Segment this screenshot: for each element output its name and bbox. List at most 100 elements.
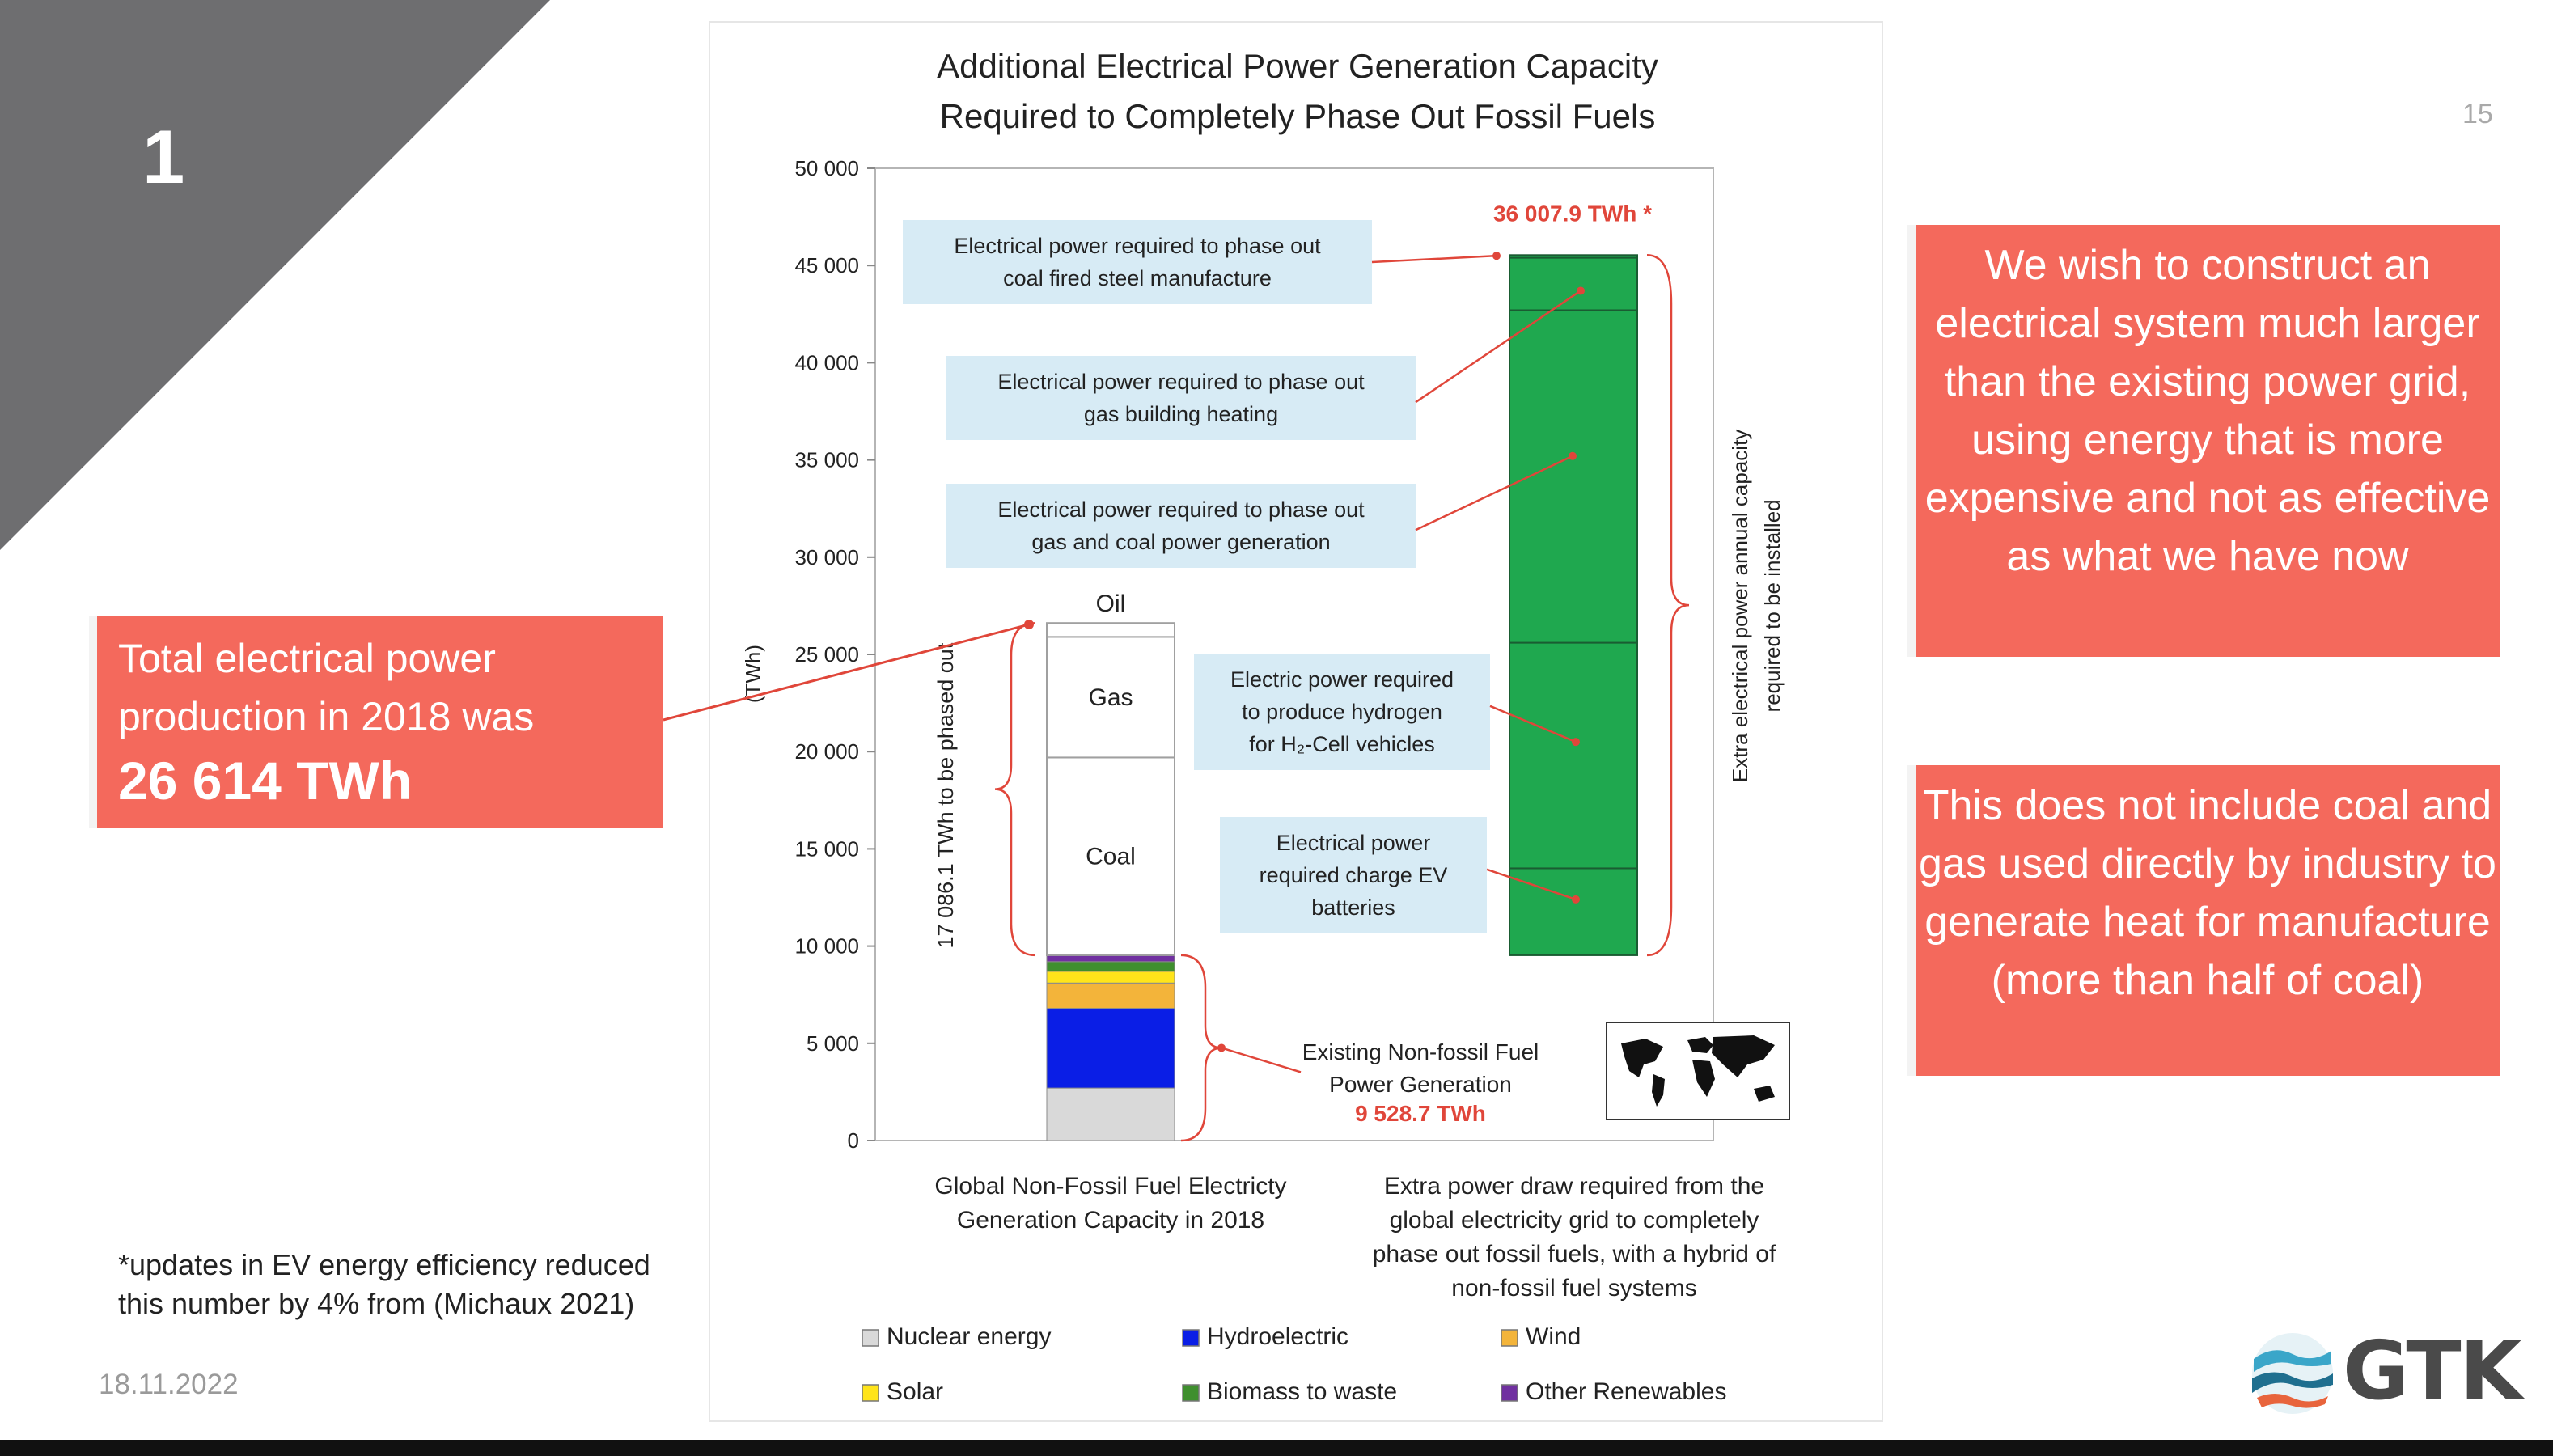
annotation-box-1 (903, 220, 1372, 304)
annotation-box-2 (946, 356, 1416, 440)
slide-date: 18.11.2022 (99, 1369, 239, 1400)
footnote: *updates in EV energy efficiency reduced… (118, 1248, 650, 1320)
brace-extra-label-2: required to be installed (1760, 499, 1785, 712)
existing-label-line1: Existing Non-fossil Fuel (1302, 1039, 1539, 1064)
existing-value: 9 528.7 TWh (1355, 1101, 1486, 1126)
category-label-extra-line: non-fossil fuel systems (1451, 1275, 1696, 1302)
legend-swatch-wind (1501, 1329, 1518, 1347)
brace-extra-label-1: Extra electrical power annual capacity (1728, 430, 1752, 782)
world-map-land-1 (1621, 1039, 1663, 1077)
annotation-box-4-line: Electric power required (1230, 667, 1454, 692)
callout-total-production: Total electrical power production in 201… (97, 616, 663, 828)
annotation-box-4 (1194, 654, 1490, 770)
y-tick-label: 15 000 (794, 836, 859, 861)
legend-label-wind: Wind (1526, 1323, 1581, 1350)
bar-2018-wind (1046, 982, 1175, 1009)
annotation-box-4-line: for H₂-Cell vehicles (1249, 732, 1435, 756)
annotation-box-4-line: to produce hydrogen (1242, 700, 1442, 724)
bar-extra-segment-5 (1509, 254, 1638, 259)
bar-extra-segment-4 (1509, 256, 1638, 311)
bar-2018-coal (1046, 756, 1175, 956)
y-tick-label: 30 000 (794, 545, 859, 569)
bar-2018-oil (1046, 622, 1175, 638)
brace-fossil-label: 17 086.1 TWh to be phased out (934, 642, 958, 948)
annotation-box-3-line: Electrical power required to phase out (997, 497, 1365, 522)
annotation-connector-5 (1486, 868, 1577, 901)
bar-2018-label-coal: Coal (1086, 844, 1136, 870)
chart: Additional Electrical Power Generation C… (741, 47, 1790, 1405)
logo-text: GTK (2343, 1323, 2522, 1418)
category-label-extra-line: Extra power draw required from the (1384, 1173, 1764, 1200)
annotation-box-1-line: coal fired steel manufacture (1003, 266, 1272, 290)
gtk-logo-icon (2252, 1333, 2333, 1414)
callout-construct-system: We wish to construct an electrical syste… (1916, 225, 2500, 657)
legend-swatch-hydroelectric (1182, 1329, 1200, 1347)
y-tick-label: 35 000 (794, 448, 859, 472)
y-tick-label: 20 000 (794, 739, 859, 764)
brace-existing (1180, 954, 1222, 1142)
page-number: 15 (2462, 99, 2493, 129)
bar-2018-gas (1046, 636, 1175, 759)
brace-fossil (994, 621, 1036, 957)
legend-swatch-other-renewables (1501, 1384, 1518, 1402)
world-map-land-3 (1687, 1037, 1713, 1053)
legend-swatch-solar (862, 1384, 879, 1402)
bottom-bar (0, 1440, 2553, 1456)
total-extra-label: 36 007.9 TWh * (1493, 201, 1652, 226)
annotation-box-5 (1220, 817, 1487, 933)
bar-2018-nuclear-energy (1046, 1087, 1175, 1141)
y-tick-label: 10 000 (794, 934, 859, 959)
y-tick-label: 45 000 (794, 253, 859, 277)
annotation-box-2-line: Electrical power required to phase out (997, 370, 1365, 394)
annotation-connector-2 (1415, 290, 1581, 404)
world-map-land-4 (1692, 1060, 1715, 1097)
callout-total-line2: production in 2018 was (118, 694, 535, 739)
existing-label-line2: Power Generation (1329, 1072, 1512, 1097)
world-map-land-5 (1712, 1035, 1775, 1077)
y-tick-label: 0 (848, 1128, 859, 1153)
bar-2018-label-oil: Oil (1096, 590, 1126, 617)
y-tick-label: 40 000 (794, 350, 859, 375)
chart-title-line2: Required to Completely Phase Out Fossil … (940, 97, 1656, 135)
annotation-dot-2 (1577, 286, 1585, 295)
y-tick-label: 5 000 (807, 1031, 859, 1056)
brace-extra (1646, 254, 1690, 957)
bar-2018-other-renewables (1046, 954, 1175, 963)
y-axis-label: (TWh) (741, 645, 765, 703)
annotation-connector-3 (1415, 455, 1573, 531)
legend-label-solar: Solar (887, 1378, 943, 1405)
legend-swatch-biomass-to-waste (1182, 1384, 1200, 1402)
bar-2018-label-gas: Gas (1088, 684, 1133, 711)
annotation-connector-4 (1489, 705, 1577, 743)
annotation-box-5-line: required charge EV (1260, 863, 1448, 887)
bar-2018-biomass-to-waste (1046, 961, 1175, 972)
callout-total-line1: Total electrical power (118, 636, 496, 681)
annotation-box-3 (946, 484, 1416, 568)
y-tick-label: 25 000 (794, 642, 859, 667)
bar-extra-segment-2 (1509, 641, 1638, 870)
legend-label-nuclear-energy: Nuclear energy (887, 1323, 1051, 1350)
world-map-land-2 (1652, 1074, 1665, 1107)
corner-triangle (0, 0, 550, 550)
bar-extra-segment-1 (1509, 867, 1638, 956)
existing-connector (1221, 1047, 1302, 1073)
chart-title-line1: Additional Electrical Power Generation C… (937, 47, 1658, 85)
bar-2018-hydroelectric (1046, 1008, 1175, 1089)
y-tick-label: 50 000 (794, 156, 859, 180)
world-map-land-6 (1754, 1086, 1775, 1102)
callout-total-value: 26 614 TWh (118, 751, 413, 811)
slide-number: 1 (142, 114, 185, 199)
category-label-extra-line: phase out fossil fuels, with a hybrid of (1373, 1241, 1776, 1268)
bar-2018-solar (1046, 971, 1175, 984)
chart-panel: Additional Electrical Power Generation C… (709, 21, 1883, 1422)
annotation-box-5-line: Electrical power (1276, 831, 1431, 855)
legend-label-hydroelectric: Hydroelectric (1207, 1323, 1348, 1350)
annotation-box-1-line: Electrical power required to phase out (954, 234, 1321, 258)
category-label-2018-line: Generation Capacity in 2018 (957, 1207, 1264, 1234)
legend-label-other-renewables: Other Renewables (1526, 1378, 1726, 1405)
annotation-connector-1 (1371, 254, 1497, 264)
annotation-box-5-line: batteries (1311, 895, 1395, 920)
annotation-dot-1 (1492, 252, 1501, 260)
legend-label-biomass-to-waste: Biomass to waste (1207, 1378, 1397, 1405)
